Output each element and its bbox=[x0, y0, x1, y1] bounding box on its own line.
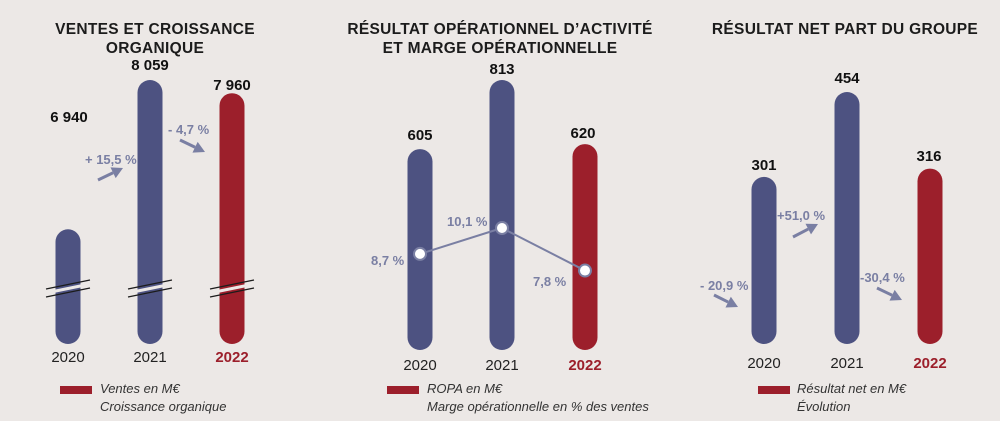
growth-label-2021: + 15,5 % bbox=[85, 152, 137, 167]
panel3-title-line1: RÉSULTAT NET PART DU GROUPE bbox=[711, 21, 979, 38]
bar-net-2022 bbox=[917, 168, 943, 344]
year-label-p1-2021: 2021 bbox=[133, 349, 167, 366]
evolution-arrow-2022 bbox=[876, 286, 902, 301]
bar-label-ropa-2021: 813 bbox=[489, 61, 515, 78]
axis-break-line2-2022 bbox=[209, 279, 255, 290]
axis-break-line-2021 bbox=[127, 287, 173, 298]
bar-ropa-2021 bbox=[489, 80, 515, 350]
year-label-p3-2021: 2021 bbox=[830, 355, 864, 372]
margin-label-2020: 8,7 % bbox=[371, 253, 405, 268]
year-label-p1-2020: 2020 bbox=[51, 349, 85, 366]
legend-swatch-sales bbox=[60, 386, 92, 394]
evolution-label-2022: -30,4 % bbox=[860, 270, 905, 285]
margin-label-2022: 7,8 % bbox=[533, 274, 567, 289]
axis-break-line-2022 bbox=[209, 287, 255, 298]
axis-break-line2-2021 bbox=[127, 279, 173, 290]
year-label-p2-2022: 2022 bbox=[568, 357, 602, 374]
legend-label-growth: Croissance organique bbox=[100, 399, 227, 414]
margin-point-2020 bbox=[413, 246, 427, 261]
margin-label-2021: 10,1 % bbox=[447, 214, 488, 229]
bar-ropa-2022 bbox=[572, 144, 598, 350]
growth-arrow-2021 bbox=[97, 167, 123, 182]
legend-label-evolution: Évolution bbox=[797, 399, 851, 414]
year-label-p3-2020: 2020 bbox=[747, 355, 781, 372]
axis-break-mark-2021 bbox=[127, 282, 173, 295]
axis-break-line-2020 bbox=[45, 287, 91, 298]
bar-label-ropa-2020: 605 bbox=[407, 127, 433, 144]
bar-label-net-2020: 301 bbox=[751, 157, 777, 174]
panel3-title: RÉSULTAT NET PART DU GROUPE bbox=[700, 20, 990, 39]
legend-label-net: Résultat net en M€ bbox=[797, 381, 907, 396]
evolution-label-2020: - 20,9 % bbox=[700, 278, 749, 293]
evolution-label-2021: +51,0 % bbox=[777, 208, 826, 223]
panel1-title-line1: VENTES ET CROISSANCE bbox=[55, 21, 255, 38]
bar-sales-2020 bbox=[55, 229, 81, 344]
panel1-title-line2: ORGANIQUE bbox=[105, 40, 205, 57]
panel1-title: VENTES ET CROISSANCE ORGANIQUE bbox=[30, 20, 280, 58]
bar-label-sales-2022: 7 960 bbox=[213, 77, 251, 94]
bar-sales-2021 bbox=[137, 80, 163, 344]
bar-net-2020 bbox=[751, 176, 777, 344]
year-label-p1-2022: 2022 bbox=[215, 349, 249, 366]
growth-arrow-2022 bbox=[179, 138, 205, 153]
legend-swatch-net bbox=[758, 386, 790, 394]
bar-label-sales-2020: 6 940 bbox=[50, 109, 88, 126]
year-label-p3-2022: 2022 bbox=[913, 355, 947, 372]
panel2-title-line2: ET MARGE OPÉRATIONNELLE bbox=[382, 40, 618, 57]
margin-point-2021 bbox=[495, 221, 509, 235]
year-label-p2-2020: 2020 bbox=[403, 357, 437, 374]
growth-label-2022: - 4,7 % bbox=[168, 122, 210, 137]
bar-label-ropa-2022: 620 bbox=[570, 125, 596, 142]
panel2-title: RÉSULTAT OPÉRATIONNEL D’ACTIVITÉ ET MARG… bbox=[340, 20, 660, 58]
margin-point-2022 bbox=[578, 263, 592, 278]
bar-label-sales-2021: 8 059 bbox=[131, 57, 169, 74]
legend-label-ropa: ROPA en M€ bbox=[427, 381, 503, 396]
panel2-title-line1: RÉSULTAT OPÉRATIONNEL D’ACTIVITÉ bbox=[347, 21, 653, 38]
legend-label-margin: Marge opérationnelle en % des ventes bbox=[427, 399, 649, 414]
evolution-arrow-2021 bbox=[792, 223, 818, 239]
bar-net-2021 bbox=[834, 92, 860, 344]
bar-label-net-2021: 454 bbox=[834, 70, 860, 87]
axis-break-line2-2020 bbox=[45, 279, 91, 290]
bar-label-net-2022: 316 bbox=[916, 148, 942, 165]
bar-sales-2022 bbox=[219, 93, 245, 344]
legend-label-sales: Ventes en M€ bbox=[100, 381, 180, 396]
evolution-arrow-2020 bbox=[713, 293, 738, 308]
year-label-p2-2021: 2021 bbox=[485, 357, 519, 374]
legend-swatch-ropa bbox=[387, 386, 419, 394]
axis-break-mark-2022 bbox=[209, 282, 255, 295]
axis-break-mark-2020 bbox=[45, 282, 91, 295]
